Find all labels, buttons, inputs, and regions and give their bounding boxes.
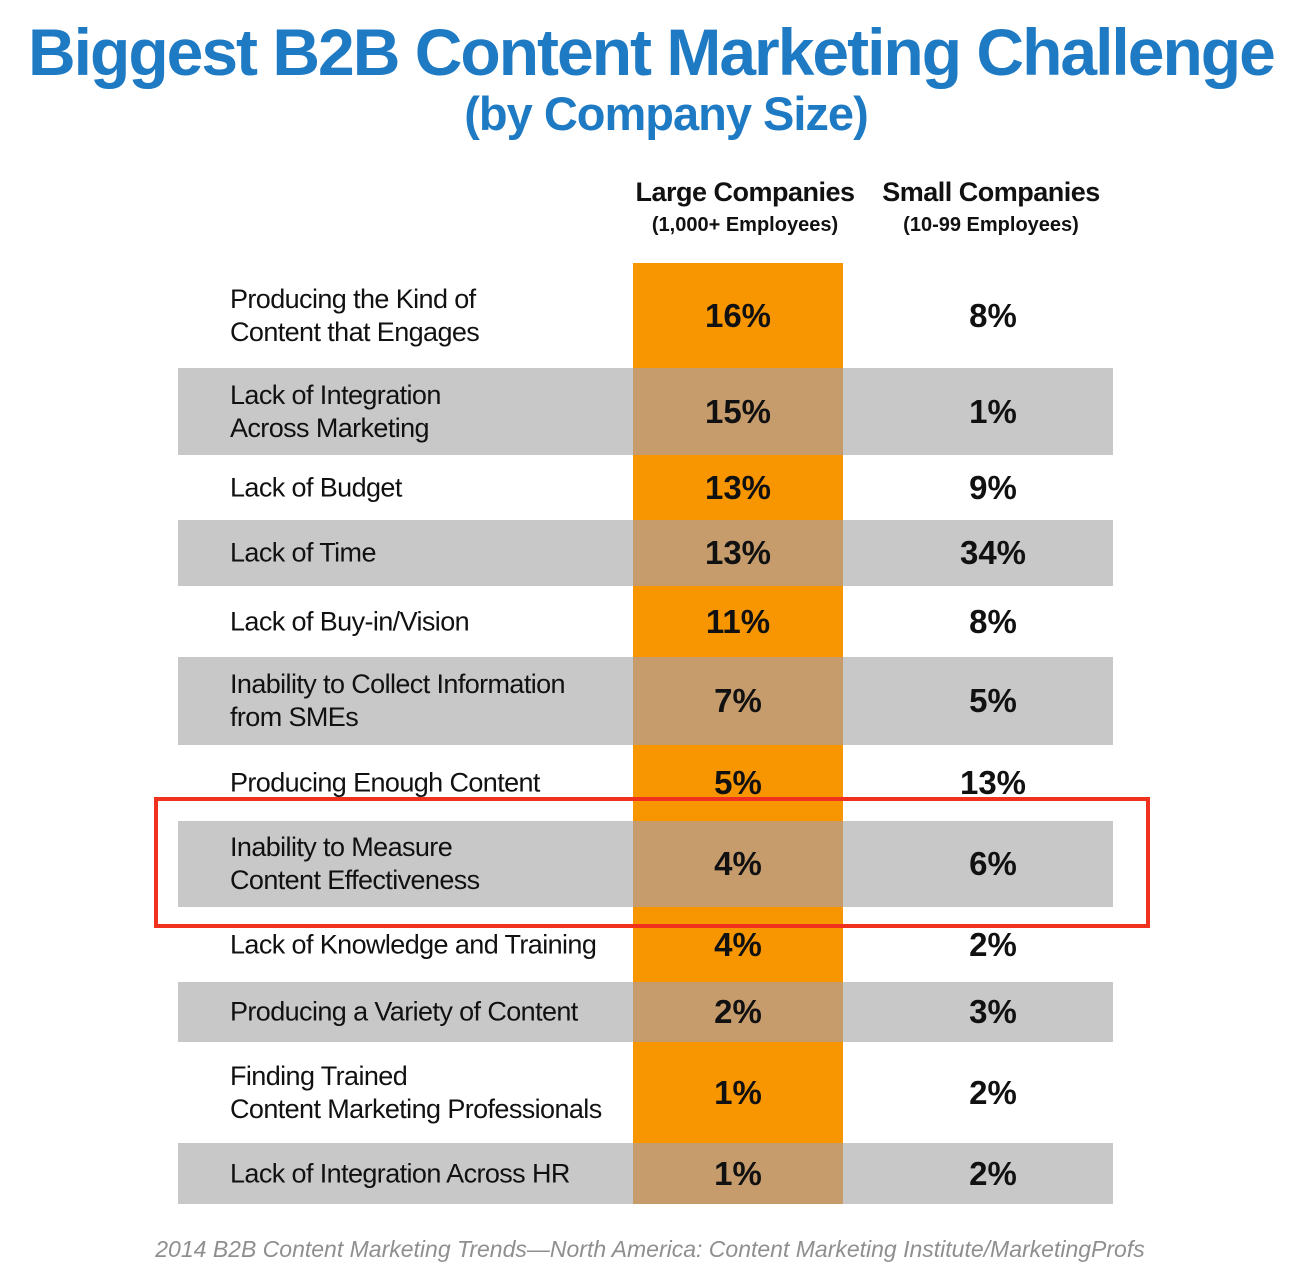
small-company-value: 2% (969, 1073, 1017, 1111)
challenge-label: Inability to Collect Information from SM… (230, 669, 566, 732)
large-company-cell (633, 586, 843, 657)
table-row: Lack of Integration Across HR 1% 2% (178, 1143, 1113, 1204)
challenge-label: Inability to Measure Content Effectivene… (230, 832, 480, 895)
table-row: Inability to Measure Content Effectivene… (178, 821, 1113, 907)
small-company-value: 13% (959, 764, 1027, 801)
small-company-value: 1% (969, 392, 1017, 430)
large-company-value: 4% (714, 925, 762, 963)
chart-title: Biggest B2B Content Marketing Challenge (28, 15, 1276, 89)
table-row: Lack of Integration Across Marketing 15% 1… (178, 368, 1113, 455)
small-company-value: 3% (969, 993, 1017, 1030)
large-company-cell (633, 455, 843, 520)
table-row: Lack of Time 13% 34% (178, 520, 1113, 586)
large-company-value: 5% (714, 764, 762, 801)
challenge-label: Lack of Integration Across HR (230, 1158, 570, 1188)
large-company-cell (633, 520, 843, 586)
large-company-cell (633, 368, 843, 455)
large-company-cell (633, 1042, 843, 1143)
column-subtitle-large: (1,000+ Employees) (651, 214, 839, 236)
small-company-value: 34% (959, 534, 1027, 571)
table-row: Producing a Variety of Content 2% 3% (178, 982, 1113, 1042)
small-company-value: 8% (969, 602, 1017, 640)
large-company-value: 13% (704, 534, 772, 571)
challenge-label: Lack of Buy-in/Vision (230, 606, 470, 636)
source-citation: 2014 B2B Content Marketing Trends—North … (155, 1236, 1145, 1262)
large-company-cell (633, 821, 843, 907)
large-company-cell (633, 745, 843, 821)
table-row: Finding Trained Content Marketing Profes… (178, 1042, 1113, 1143)
large-company-value: 13% (704, 468, 772, 506)
small-company-value: 5% (969, 682, 1017, 719)
large-company-cell (633, 263, 843, 368)
challenge-label: Lack of Knowledge and Training (230, 929, 597, 959)
small-company-value: 6% (969, 845, 1017, 882)
small-company-value: 9% (969, 468, 1017, 506)
challenge-label: Lack of Integration Across Marketing (230, 379, 441, 443)
column-subtitle-small: (10-99 Employees) (903, 214, 1079, 236)
challenge-label: Finding Trained Content Marketing Profes… (230, 1060, 602, 1124)
large-company-cell (633, 982, 843, 1042)
column-header-large-companies: Large Companies (1,000+ Employees) (634, 174, 856, 240)
large-company-value: 2% (714, 993, 762, 1030)
large-company-cell (633, 1143, 843, 1204)
challenge-label: Producing Enough Content (230, 767, 540, 798)
large-company-cell (633, 657, 843, 745)
column-title-large: Large Companies (635, 177, 855, 207)
table-row: Lack of Budget 13% 9% (178, 455, 1113, 520)
large-company-value: 1% (714, 1073, 762, 1111)
large-company-value: 7% (714, 682, 762, 719)
table-row: Inability to Collect Information from SM… (178, 657, 1113, 745)
challenge-label: Lack of Time (230, 537, 376, 568)
table-row: Lack of Knowledge and Training 4% 2% (178, 907, 1113, 982)
large-company-value: 4% (714, 845, 762, 882)
table-row: Producing the Kind of Content that Engag… (178, 263, 1113, 368)
small-company-value: 8% (969, 296, 1017, 334)
large-company-value: 16% (704, 296, 772, 334)
challenge-label: Producing a Variety of Content (230, 996, 578, 1027)
column-title-small: Small Companies (882, 177, 1100, 207)
column-header-small-companies: Small Companies (10-99 Employees) (880, 174, 1102, 240)
table-row: Producing Enough Content 5% 13% (178, 745, 1113, 821)
small-company-value: 2% (969, 925, 1017, 963)
large-company-cell (633, 907, 843, 982)
large-company-value: 11% (705, 602, 771, 640)
table-row: Lack of Buy-in/Vision 11% 8% (178, 586, 1113, 657)
challenge-label: Lack of Budget (230, 472, 402, 502)
large-company-value: 1% (714, 1154, 762, 1192)
large-company-value: 15% (704, 392, 772, 430)
chart-subtitle: (by Company Size) (464, 87, 868, 140)
challenge-label: Producing the Kind of Content that Engag… (230, 283, 480, 347)
small-company-value: 2% (969, 1154, 1017, 1192)
